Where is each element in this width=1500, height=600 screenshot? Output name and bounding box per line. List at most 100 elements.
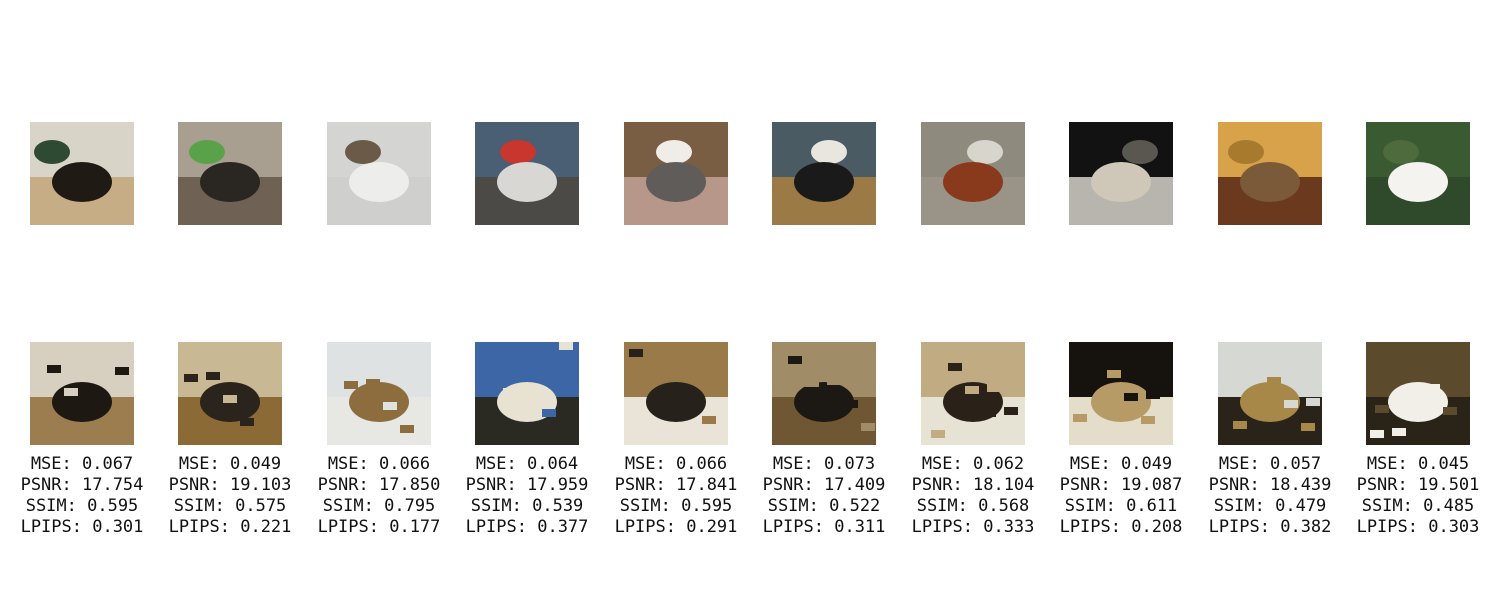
metric-mse: MSE: 0.049: [178, 454, 282, 474]
metric-mse: MSE: 0.062: [921, 454, 1025, 474]
metric-mse: MSE: 0.057: [1218, 454, 1322, 474]
reconstructed-image: [772, 342, 876, 445]
reconstruction-artifact-block: [206, 372, 220, 380]
reconstruction-artifact-block: [344, 381, 358, 389]
original-image: [772, 122, 876, 225]
reconstruction-artifact-block: [327, 358, 341, 366]
reconstruction-artifact-block: [503, 388, 517, 396]
reconstruction-artifact-block: [844, 400, 858, 408]
reconstructed-image-graphic: [1218, 342, 1322, 445]
reconstruction-artifact-block: [525, 386, 539, 394]
image-subject-region: [1240, 382, 1300, 422]
metric-psnr: PSNR: 19.087: [1059, 475, 1183, 495]
metrics-label: MSE: 0.045 PSNR: 19.501 SSIM: 0.485 LPIPS: …: [1344, 454, 1492, 538]
image-subject-region: [794, 162, 854, 202]
original-image-graphic: [30, 122, 134, 225]
original-image-graphic: [1218, 122, 1322, 225]
reconstructed-image-graphic: [921, 342, 1025, 445]
image-subject-region: [646, 162, 706, 202]
image-detail-region: [345, 140, 381, 164]
image-detail-region: [1383, 140, 1419, 164]
reconstructed-image: [1366, 342, 1470, 445]
metric-mse: MSE: 0.066: [624, 454, 728, 474]
metrics-label: MSE: 0.067 PSNR: 17.754 SSIM: 0.595 LPIPS: …: [8, 454, 156, 538]
metric-lpips: LPIPS: 0.177: [317, 517, 441, 537]
original-image-graphic: [772, 122, 876, 225]
metric-mse: MSE: 0.066: [327, 454, 431, 474]
original-image-graphic: [1366, 122, 1470, 225]
image-subject-region: [1388, 162, 1448, 202]
reconstruction-artifact-block: [805, 379, 819, 387]
metric-lpips: LPIPS: 0.208: [1059, 517, 1183, 537]
reconstructed-image: [624, 342, 728, 445]
metric-ssim: SSIM: 0.479: [1213, 496, 1327, 516]
reconstructed-image-graphic: [624, 342, 728, 445]
reconstruction-artifact-block: [240, 418, 254, 426]
metric-psnr: PSNR: 17.841: [614, 475, 738, 495]
reconstruction-artifact-block: [931, 430, 945, 438]
metric-ssim: SSIM: 0.595: [25, 496, 139, 516]
metrics-label: MSE: 0.064 PSNR: 17.959 SSIM: 0.539 LPIPS: …: [453, 454, 601, 538]
metrics-label: MSE: 0.057 PSNR: 18.439 SSIM: 0.479 LPIPS: …: [1196, 454, 1344, 538]
metric-lpips: LPIPS: 0.333: [911, 517, 1035, 537]
original-image: [475, 122, 579, 225]
reconstruction-artifact-block: [1267, 377, 1281, 385]
reconstruction-artifact-block: [1004, 407, 1018, 415]
metrics-label: MSE: 0.049 PSNR: 19.087 SSIM: 0.611 LPIPS: …: [1047, 454, 1195, 538]
image-detail-region: [1228, 140, 1264, 164]
metric-ssim: SSIM: 0.611: [1064, 496, 1178, 516]
original-image: [327, 122, 431, 225]
reconstruction-artifact-block: [1141, 416, 1155, 424]
original-image-graphic: [624, 122, 728, 225]
reconstructed-image-graphic: [327, 342, 431, 445]
image-subject-region: [349, 382, 409, 422]
reconstructed-image: [30, 342, 134, 445]
reconstruction-artifact-block: [98, 344, 112, 352]
reconstructed-image: [327, 342, 431, 445]
reconstructed-image-graphic: [1069, 342, 1173, 445]
reconstruction-artifact-block: [508, 363, 522, 371]
reconstruction-artifact-block: [822, 402, 836, 410]
original-image-graphic: [1069, 122, 1173, 225]
metric-mse: MSE: 0.073: [772, 454, 876, 474]
metric-ssim: SSIM: 0.485: [1361, 496, 1475, 516]
reconstruction-artifact-block: [1306, 398, 1320, 406]
reconstruction-artifact-block: [1426, 384, 1440, 392]
metric-ssim: SSIM: 0.568: [916, 496, 1030, 516]
reconstruction-artifact-block: [861, 423, 875, 431]
reconstruction-artifact-block: [189, 349, 203, 357]
reconstruction-artifact-block: [81, 411, 95, 419]
reconstruction-artifact-block: [1370, 430, 1384, 438]
image-subject-region: [349, 162, 409, 202]
original-image-graphic: [327, 122, 431, 225]
reconstruction-artifact-block: [1250, 354, 1264, 362]
original-image: [1366, 122, 1470, 225]
reconstructed-image: [1069, 342, 1173, 445]
reconstruction-artifact-block: [629, 349, 643, 357]
reconstruction-artifact-block: [542, 409, 556, 417]
reconstruction-artifact-block: [349, 356, 363, 364]
metric-ssim: SSIM: 0.575: [173, 496, 287, 516]
reconstruction-artifact-block: [1409, 361, 1423, 369]
reconstruction-artifact-block: [663, 395, 677, 403]
reconstructed-image: [1218, 342, 1322, 445]
reconstruction-artifact-block: [115, 367, 129, 375]
metrics-label: MSE: 0.049 PSNR: 19.103 SSIM: 0.575 LPIPS: …: [156, 454, 304, 538]
metrics-label: MSE: 0.066 PSNR: 17.841 SSIM: 0.595 LPIPS: …: [602, 454, 750, 538]
reconstruction-artifact-block: [982, 409, 996, 417]
reconstruction-artifact-block: [486, 365, 500, 373]
reconstruction-artifact-block: [1146, 391, 1160, 399]
reconstruction-artifact-block: [987, 384, 1001, 392]
reconstructed-image-graphic: [475, 342, 579, 445]
image-subject-region: [1091, 162, 1151, 202]
metric-psnr: PSNR: 17.850: [317, 475, 441, 495]
metric-lpips: LPIPS: 0.303: [1356, 517, 1480, 537]
reconstruction-artifact-block: [223, 395, 237, 403]
reconstruction-artifact-block: [30, 342, 44, 350]
image-detail-region: [189, 140, 225, 164]
image-subject-region: [200, 162, 260, 202]
reconstruction-artifact-block: [646, 372, 660, 380]
reconstruction-artifact-block: [64, 388, 78, 396]
metric-mse: MSE: 0.049: [1069, 454, 1173, 474]
metric-ssim: SSIM: 0.795: [322, 496, 436, 516]
